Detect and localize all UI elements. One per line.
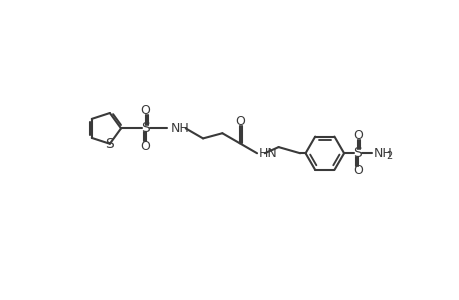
Text: O: O [140,140,150,153]
Text: S: S [353,146,362,160]
Text: O: O [352,129,362,142]
Text: NH: NH [373,147,391,160]
Text: O: O [140,104,150,117]
Text: O: O [234,115,244,128]
Text: NH: NH [171,122,190,135]
Text: HN: HN [258,147,277,160]
Text: S: S [105,137,113,151]
Text: O: O [352,164,362,178]
Text: 2: 2 [386,151,392,160]
Text: S: S [141,122,150,135]
